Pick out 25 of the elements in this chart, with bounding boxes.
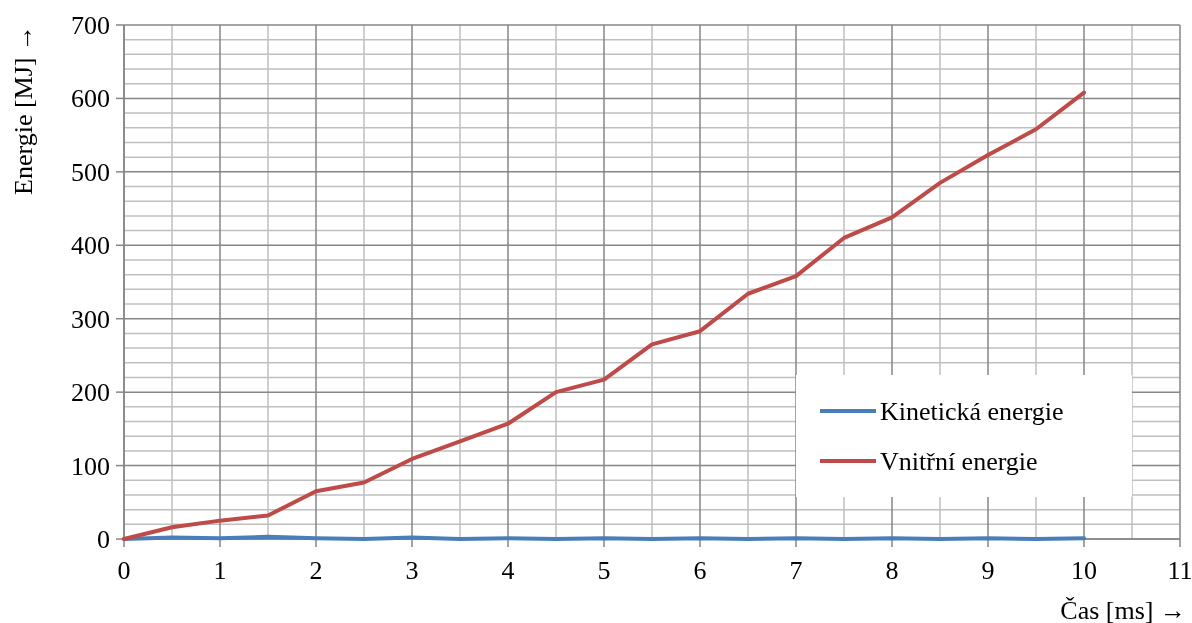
- x-tick-label: 8: [885, 556, 899, 585]
- y-tick-label: 300: [71, 304, 110, 334]
- y-tick-label: 0: [97, 525, 110, 554]
- x-tick-label: 3: [405, 556, 419, 585]
- y-tick-label: 100: [71, 451, 110, 481]
- legend-label: Vnitřní energie: [880, 447, 1038, 476]
- y-tick-label: 700: [71, 11, 110, 40]
- x-axis-title: Čas [ms] →: [1060, 596, 1186, 623]
- x-tick-label: 2: [309, 556, 323, 585]
- y-tick-label: 200: [71, 378, 110, 408]
- y-tick-label: 400: [71, 231, 110, 261]
- x-tick-label: 6: [693, 556, 707, 585]
- x-tick-label: 7: [789, 556, 803, 585]
- y-axis-title: Energie [MJ] →: [9, 25, 38, 195]
- x-tick-label: 11: [1167, 556, 1192, 585]
- x-tick-label: 4: [501, 556, 515, 585]
- y-tick-label: 500: [71, 157, 110, 187]
- x-tick-label: 9: [981, 556, 995, 585]
- legend-label: Kinetická energie: [880, 397, 1064, 426]
- y-tick-label: 600: [71, 84, 110, 114]
- line-series: [122, 90, 1086, 541]
- x-tick-label: 1: [213, 556, 227, 585]
- x-tick-label: 0: [117, 556, 131, 585]
- x-tick-label: 10: [1071, 556, 1097, 585]
- x-tick-label: 5: [597, 556, 611, 585]
